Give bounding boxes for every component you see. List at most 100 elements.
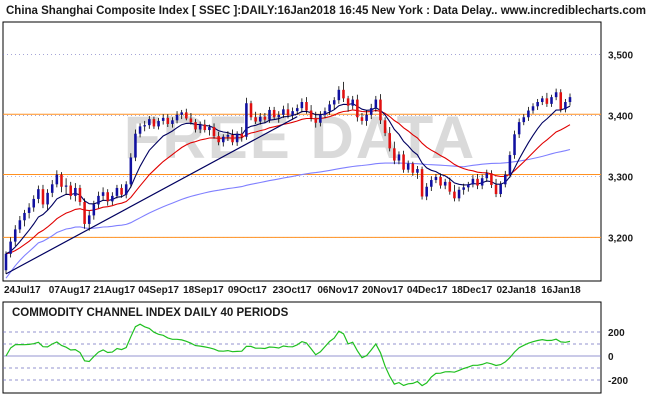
candle-body (258, 116, 262, 122)
candlestick (60, 172, 63, 193)
candlestick (258, 112, 262, 125)
candle-body (351, 99, 354, 106)
chart-title: China Shanghai Composite Index [ SSEC ]:… (6, 5, 497, 17)
candle-body (411, 163, 415, 173)
candle-body (27, 207, 31, 213)
candlestick (462, 183, 465, 195)
candlestick (517, 118, 521, 138)
candle-body (208, 127, 211, 131)
candlestick (231, 129, 234, 146)
candle-body (328, 104, 331, 112)
candlestick (272, 106, 276, 120)
candle-body (564, 102, 567, 110)
candle-body (23, 212, 26, 221)
candle-body (143, 125, 146, 127)
candle-body (74, 187, 77, 196)
candlestick (175, 111, 179, 124)
candle-body (263, 116, 267, 120)
candle-body (129, 157, 133, 185)
candle-body (485, 173, 489, 179)
candle-body (120, 187, 123, 195)
cci-layer (5, 323, 571, 387)
candle-body (152, 119, 156, 127)
candle-body (319, 114, 322, 123)
candlestick (254, 111, 257, 124)
candle-body (425, 186, 428, 197)
candlestick (383, 117, 387, 137)
candle-body (545, 98, 549, 104)
candlestick (97, 191, 100, 209)
candlestick (360, 112, 364, 125)
candle-body (448, 181, 452, 192)
candle-body (295, 108, 299, 112)
candle-body (272, 109, 276, 118)
candlestick (328, 100, 331, 115)
candle-body (467, 184, 470, 188)
candlestick (453, 184, 456, 202)
candlestick (319, 111, 322, 127)
candlestick (291, 107, 294, 120)
candle-body (217, 136, 220, 143)
candle-body (78, 187, 82, 202)
candle-body (323, 111, 327, 115)
candlestick (245, 97, 248, 140)
candle-body (277, 114, 281, 118)
price-y-axis: 3,200 3,300 3,400 3,500 (608, 50, 633, 244)
candle-body (111, 195, 114, 202)
candle-body (37, 189, 40, 199)
candlestick (152, 116, 156, 129)
candlestick (314, 111, 318, 128)
candlestick (240, 127, 244, 142)
candlesticks (4, 81, 572, 274)
candlestick (18, 216, 22, 234)
candle-body (494, 184, 498, 195)
candle-body (235, 133, 239, 143)
candlestick (305, 97, 308, 114)
candle-body (46, 192, 49, 205)
candlestick (41, 184, 45, 209)
candlestick (499, 181, 502, 198)
candle-body (332, 100, 336, 105)
candle-body (9, 241, 12, 254)
candle-body (554, 92, 558, 98)
cci-title: COMMODITY CHANNEL INDEX DAILY 40 PERIODS (12, 307, 289, 319)
candlestick (138, 123, 142, 138)
candlestick (476, 173, 479, 190)
candlestick (148, 116, 151, 129)
candle-body (291, 111, 294, 116)
candle-body (499, 184, 502, 195)
candlestick (74, 183, 77, 202)
date-tick-label: 16Jan18 (541, 285, 581, 296)
candle-body (4, 253, 8, 271)
candle-body (374, 99, 378, 109)
candle-body (379, 99, 382, 121)
candle-body (393, 148, 396, 161)
candle-body (531, 106, 535, 111)
candlestick (268, 106, 271, 123)
candle-body (92, 204, 96, 216)
candle-body (180, 112, 183, 115)
candle-body (513, 134, 516, 156)
candle-body (64, 185, 68, 187)
candle-body (388, 133, 391, 149)
candlestick (217, 131, 220, 146)
candlestick (263, 112, 267, 123)
candlestick (161, 114, 165, 125)
candlestick (92, 200, 96, 220)
date-tick-label: 06Nov17 (317, 285, 359, 296)
candlestick (78, 184, 82, 206)
candlestick (295, 104, 299, 115)
candlestick (536, 98, 539, 110)
candle-body (157, 120, 160, 127)
cci-y-tick-label: -200 (608, 376, 628, 387)
candle-body (365, 114, 368, 121)
candle-body (189, 118, 193, 123)
candle-body (55, 174, 59, 185)
candlestick (222, 134, 225, 147)
candle-body (203, 124, 207, 131)
candlestick (374, 95, 378, 112)
candlestick (397, 151, 401, 165)
candlestick (13, 225, 17, 246)
candle-body (212, 127, 216, 137)
